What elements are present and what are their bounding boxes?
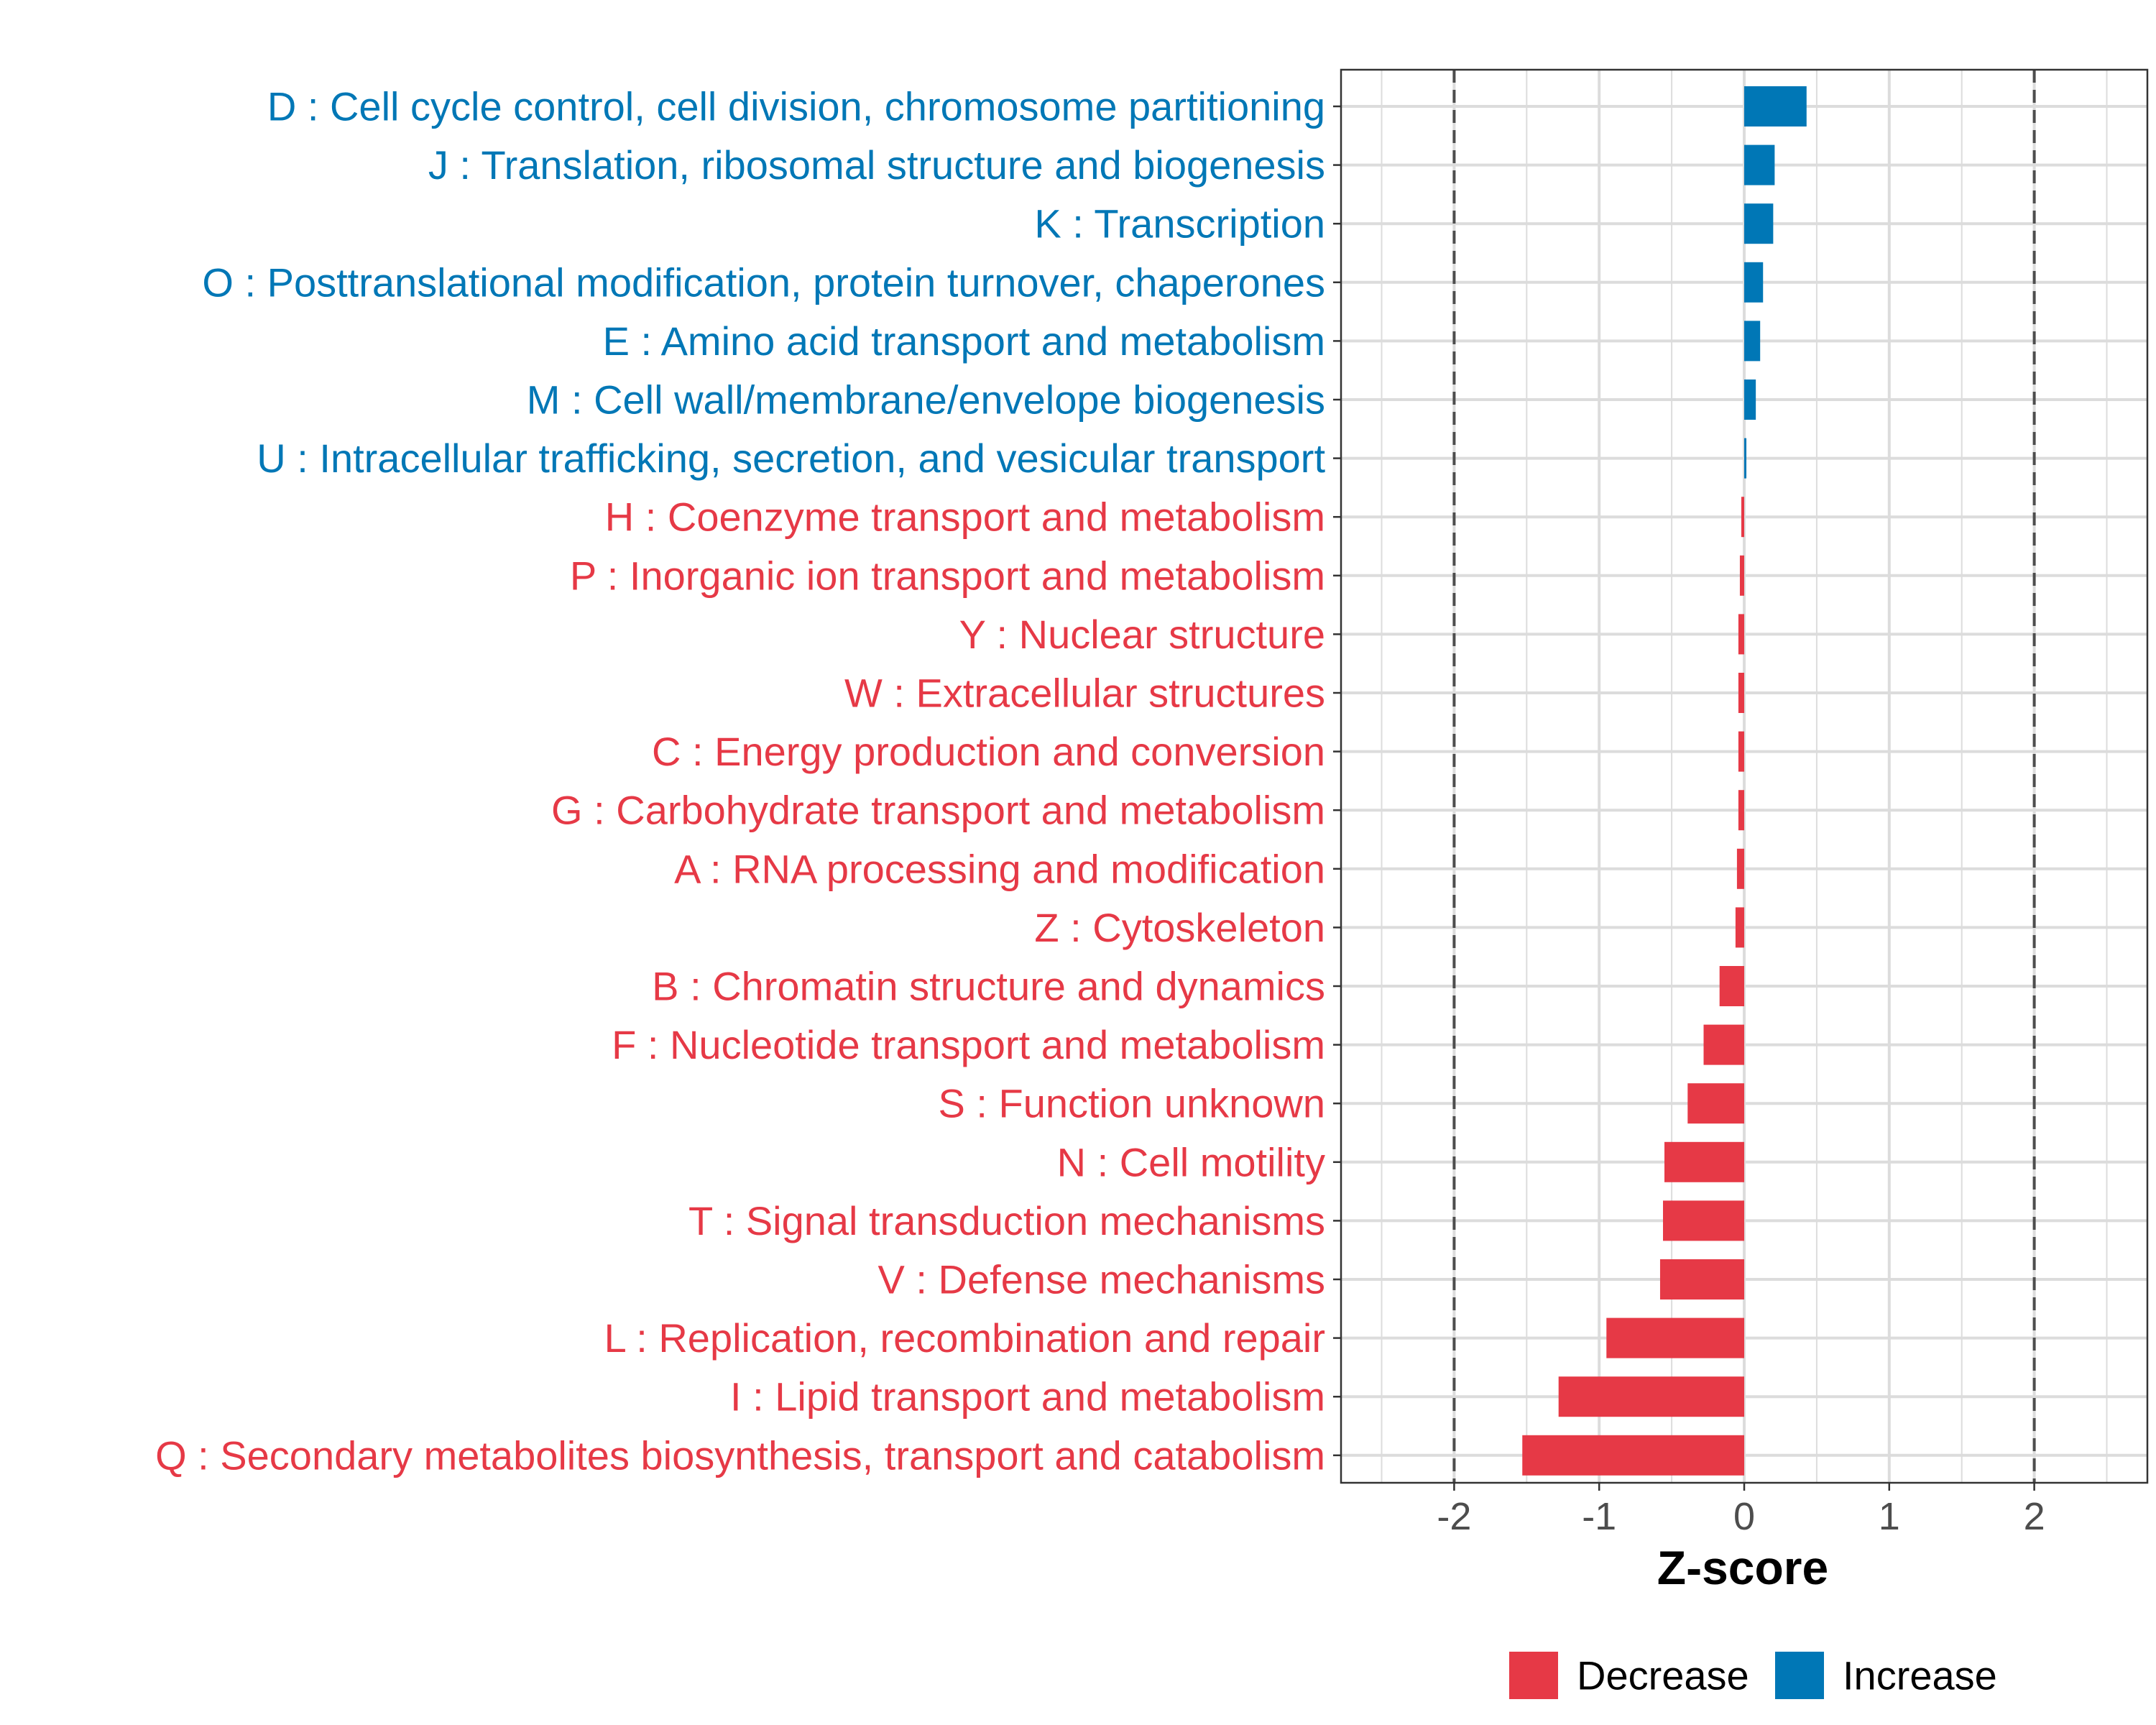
category-label: A : RNA processing and modification <box>674 846 1325 891</box>
bar <box>1744 144 1775 185</box>
bar <box>1739 555 1744 596</box>
category-label: V : Defense mechanisms <box>878 1257 1325 1302</box>
bar <box>1558 1376 1744 1417</box>
category-label: Z : Cytoskeleton <box>1034 905 1325 950</box>
y-axis-labels: D : Cell cycle control, cell division, c… <box>155 84 1325 1478</box>
category-label: H : Coenzyme transport and metabolism <box>605 494 1325 540</box>
bar <box>1662 1200 1744 1241</box>
legend-swatch <box>1509 1652 1558 1699</box>
bar <box>1735 907 1744 948</box>
bar <box>1738 614 1744 655</box>
bar <box>1736 848 1744 889</box>
reference-lines <box>1452 70 2036 1483</box>
category-label: Q : Secondary metabolites biosynthesis, … <box>155 1432 1325 1478</box>
category-label: S : Function unknown <box>938 1081 1325 1126</box>
bar <box>1703 1024 1744 1065</box>
legend-label: Increase <box>1843 1653 1997 1698</box>
x-tick-label: -1 <box>1582 1495 1616 1538</box>
legend: Decrease Increase <box>1509 1652 1997 1699</box>
bar <box>1719 966 1744 1006</box>
category-label: T : Signal transduction mechanisms <box>688 1198 1325 1243</box>
category-label: L : Replication, recombination and repai… <box>604 1315 1325 1361</box>
x-axis-title: Z-score <box>1657 1541 1828 1594</box>
category-label: I : Lipid transport and metabolism <box>730 1374 1325 1420</box>
bar <box>1687 1083 1744 1124</box>
category-label: J : Translation, ribosomal structure and… <box>428 142 1325 188</box>
x-axis-ticks <box>1453 1483 2035 1491</box>
bar <box>1744 380 1756 420</box>
bar <box>1744 438 1747 479</box>
x-tick-label: 2 <box>2024 1495 2045 1538</box>
category-label: W : Extracellular structures <box>844 671 1325 716</box>
bar <box>1606 1317 1744 1358</box>
bar <box>1741 497 1744 538</box>
bar <box>1738 790 1744 831</box>
bar <box>1738 731 1744 772</box>
category-label: G : Carbohydrate transport and metabolis… <box>551 788 1325 833</box>
category-label: C : Energy production and conversion <box>652 729 1325 774</box>
x-tick-label: 0 <box>1733 1495 1755 1538</box>
legend-label: Decrease <box>1577 1653 1749 1698</box>
bar <box>1664 1141 1744 1182</box>
bar <box>1522 1435 1744 1476</box>
y-axis-ticks <box>1333 105 1341 1457</box>
bars <box>1522 86 1807 1476</box>
bar <box>1744 262 1764 303</box>
category-label: F : Nucleotide transport and metabolism <box>612 1022 1325 1067</box>
category-label: D : Cell cycle control, cell division, c… <box>267 84 1325 129</box>
x-tick-label: 1 <box>1879 1495 1900 1538</box>
x-axis-labels: -2 -1 0 1 2 <box>1437 1495 2045 1538</box>
category-label: M : Cell wall/membrane/envelope biogenes… <box>527 377 1325 423</box>
category-label: N : Cell motility <box>1057 1139 1325 1184</box>
category-label: B : Chromatin structure and dynamics <box>652 964 1325 1009</box>
category-label: O : Posttranslational modification, prot… <box>202 259 1325 305</box>
legend-swatch <box>1775 1652 1824 1699</box>
category-label: K : Transcription <box>1034 201 1325 247</box>
bar <box>1744 203 1774 244</box>
category-label: E : Amino acid transport and metabolism <box>603 318 1325 364</box>
bar <box>1738 673 1744 713</box>
category-label: P : Inorganic ion transport and metaboli… <box>570 553 1325 598</box>
bar <box>1744 86 1807 126</box>
bar <box>1744 321 1761 362</box>
category-label: Y : Nuclear structure <box>959 612 1325 657</box>
category-label: U : Intracellular trafficking, secretion… <box>257 436 1325 481</box>
bar <box>1659 1259 1744 1300</box>
x-tick-label: -2 <box>1437 1495 1471 1538</box>
